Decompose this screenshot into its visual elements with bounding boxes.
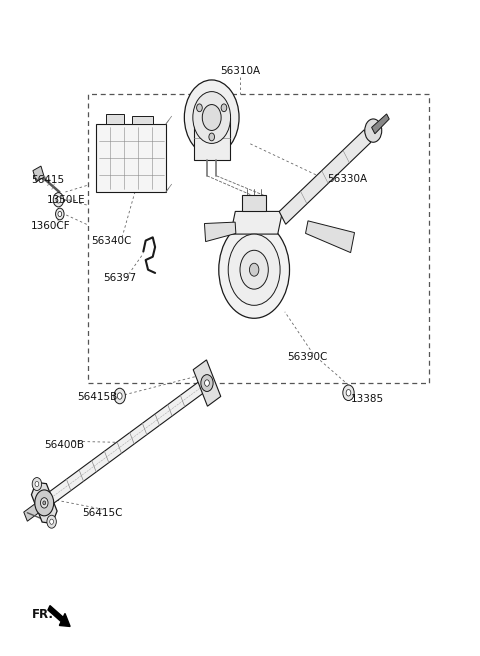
Bar [106,114,124,124]
Circle shape [58,211,62,216]
Text: 56400B: 56400B [44,440,84,449]
Circle shape [219,221,289,318]
FancyArrow shape [48,605,70,626]
Text: 1360CF: 1360CF [31,220,71,231]
Circle shape [114,388,125,404]
Circle shape [47,515,56,528]
Circle shape [35,490,54,516]
Circle shape [240,251,268,289]
Circle shape [56,208,64,220]
Circle shape [40,498,48,508]
Text: 56390C: 56390C [287,352,327,362]
Circle shape [193,92,230,144]
Circle shape [346,390,351,396]
Text: 56415B: 56415B [77,392,118,401]
Polygon shape [372,114,389,134]
Circle shape [201,375,213,392]
Text: 56415: 56415 [31,175,64,186]
Polygon shape [242,195,266,211]
Circle shape [50,519,53,524]
Circle shape [53,193,63,207]
Polygon shape [96,124,166,192]
Text: 56310A: 56310A [220,66,260,76]
Polygon shape [33,166,44,182]
Circle shape [43,501,46,505]
Bar [88,94,429,383]
Polygon shape [42,377,209,508]
Text: 56397: 56397 [103,273,136,283]
Circle shape [250,263,259,276]
Circle shape [184,80,239,155]
Circle shape [202,104,221,131]
Polygon shape [306,221,355,253]
Polygon shape [204,222,236,241]
Polygon shape [31,482,57,523]
Circle shape [365,119,382,142]
Text: 56340C: 56340C [91,236,132,245]
Circle shape [35,482,39,487]
Text: 13385: 13385 [351,394,384,404]
Circle shape [343,385,354,401]
Circle shape [209,133,215,141]
Bar [132,116,153,124]
Circle shape [221,104,227,112]
Polygon shape [230,211,282,234]
Polygon shape [279,130,371,224]
Bar [194,117,229,159]
Circle shape [228,234,280,305]
Polygon shape [24,499,46,522]
Circle shape [197,104,202,112]
Text: FR.: FR. [32,608,54,621]
Text: 1350LE: 1350LE [47,195,85,205]
Circle shape [32,478,42,491]
Circle shape [56,197,61,203]
Text: 56330A: 56330A [327,174,367,184]
Circle shape [204,380,209,386]
Text: 56415C: 56415C [82,508,122,518]
Circle shape [118,393,122,400]
Polygon shape [193,360,221,406]
